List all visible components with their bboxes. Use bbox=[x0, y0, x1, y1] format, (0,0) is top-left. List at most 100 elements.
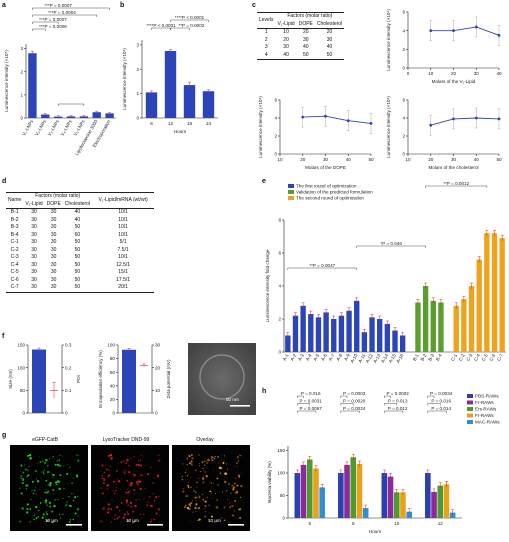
x-tick-label: 10 bbox=[277, 157, 283, 162]
panel-label-g: g bbox=[2, 432, 7, 439]
fluorescence-spot bbox=[146, 504, 149, 507]
fluorescence-spot bbox=[69, 504, 72, 507]
x-tick-label: 10 bbox=[428, 71, 434, 76]
fluorescence-spot bbox=[150, 466, 152, 468]
fluorescence-spot bbox=[234, 503, 236, 505]
fluorescence-spot bbox=[123, 513, 126, 516]
x-tick-label: 50 bbox=[368, 157, 374, 162]
fluorescence-spot bbox=[69, 519, 72, 521]
fluorescence-spot bbox=[224, 480, 227, 484]
fluorescence-spot bbox=[193, 496, 195, 498]
x-tick-label: A-5 bbox=[312, 353, 320, 362]
fluorescence-spot bbox=[127, 464, 130, 467]
y-axis-label: Luminescence intensity fold change bbox=[265, 249, 270, 322]
fluorescence-spot bbox=[41, 471, 43, 473]
fluorescence-spot bbox=[234, 477, 236, 479]
fluorescence-spot bbox=[34, 487, 36, 489]
fluorescence-spot bbox=[230, 492, 232, 494]
fluorescence-spot bbox=[147, 501, 149, 503]
fluorescence-spot bbox=[27, 469, 29, 471]
y-tick-label: 6 bbox=[274, 98, 277, 103]
fluorescence-spot bbox=[238, 516, 242, 520]
cryo-tem-particle bbox=[188, 343, 256, 415]
fluorescence-spot bbox=[129, 501, 132, 504]
y-axis-label: Encapsulation efficiency (%) bbox=[98, 350, 103, 408]
table-d-row: C-2 30 30 50 7.5/1 bbox=[6, 247, 154, 255]
table-cell: 5/1 bbox=[119, 239, 127, 245]
fluorescence-spot bbox=[49, 482, 52, 485]
fluorescence-spot bbox=[115, 487, 117, 489]
fluorescence-spot bbox=[22, 471, 25, 474]
significance-bracket bbox=[340, 403, 354, 406]
fluorescence-spot bbox=[187, 484, 190, 487]
fluorescence-spot bbox=[77, 495, 79, 498]
fluorescence-spot bbox=[41, 460, 44, 462]
fluorescence-spot bbox=[149, 495, 151, 498]
bar bbox=[476, 259, 482, 352]
fluorescence-spot bbox=[152, 493, 154, 495]
fluorescence-spot bbox=[236, 465, 238, 467]
bar bbox=[354, 300, 360, 352]
fluorescence-spot bbox=[52, 493, 54, 494]
micrograph-panel bbox=[10, 445, 88, 531]
fluorescence-spot bbox=[224, 472, 227, 475]
y-tick-label: 6 bbox=[278, 251, 281, 256]
fluorescence-spot bbox=[181, 478, 184, 481]
p-value-label: P = 0.0031 bbox=[300, 399, 323, 404]
caption-lysotracker: LysoTracker DND-99 bbox=[102, 437, 150, 443]
p-value-label: ***P = 0.0004 bbox=[48, 10, 76, 15]
fluorescence-spot bbox=[157, 454, 159, 456]
fluorescence-spot bbox=[137, 480, 138, 482]
y-tick-label: 2 bbox=[136, 67, 139, 72]
y-tick-label: 4 bbox=[274, 116, 277, 121]
fluorescence-spot bbox=[233, 510, 236, 512]
fluorescence-spot bbox=[124, 469, 126, 471]
significance-bracket bbox=[384, 410, 404, 413]
data-point bbox=[474, 116, 478, 120]
series-line bbox=[430, 117, 500, 126]
fluorescence-spot bbox=[132, 510, 135, 513]
fluorescence-spot bbox=[110, 521, 112, 523]
bar bbox=[346, 310, 352, 352]
x-tick-label: C-6 bbox=[488, 353, 496, 362]
x-tick-label: B-1 bbox=[412, 353, 420, 362]
fluorescence-spot bbox=[212, 469, 214, 471]
fluorescence-spot bbox=[103, 471, 106, 474]
fluorescence-spot bbox=[236, 484, 239, 487]
significance-bracket bbox=[170, 19, 209, 22]
fluorescence-spot bbox=[52, 477, 54, 478]
micrograph-panel bbox=[91, 445, 169, 531]
fluorescence-spot bbox=[159, 521, 161, 523]
fluorescence-spot bbox=[127, 519, 130, 522]
table-cell: 40 bbox=[303, 44, 309, 50]
table-d-row: C-7 30 30 50 20/1 bbox=[6, 284, 155, 293]
fluorescence-spot bbox=[126, 511, 129, 513]
fluorescence-spot bbox=[36, 494, 38, 496]
fluorescence-spot bbox=[44, 499, 48, 502]
fluorescence-spot bbox=[116, 505, 119, 509]
bar bbox=[292, 315, 299, 352]
fluorescence-spot bbox=[54, 463, 57, 466]
fluorescence-spot bbox=[139, 487, 142, 491]
table-cell: 60 bbox=[74, 231, 81, 238]
fluorescence-spot bbox=[53, 504, 56, 508]
legend-swatch bbox=[288, 190, 294, 194]
fluorescence-spot bbox=[113, 492, 116, 495]
table-cell: B-1 bbox=[10, 209, 19, 215]
fluorescence-spot bbox=[63, 465, 65, 467]
fluorescence-spot bbox=[46, 513, 48, 515]
fluorescence-spot bbox=[105, 464, 107, 466]
fluorescence-spot bbox=[19, 487, 21, 489]
table-cell: 30 bbox=[31, 261, 37, 268]
x-tick-label: B-3 bbox=[427, 353, 435, 362]
fluorescence-spot bbox=[26, 475, 28, 477]
fluorescence-spot bbox=[115, 486, 117, 488]
table-cell: 10/1 bbox=[118, 224, 128, 230]
bar bbox=[437, 485, 444, 518]
fluorescence-spot bbox=[76, 508, 80, 511]
fluorescence-spot bbox=[35, 478, 38, 480]
table-cell: 30 bbox=[303, 36, 309, 43]
fluorescence-spot bbox=[56, 461, 58, 463]
bar bbox=[331, 319, 337, 352]
